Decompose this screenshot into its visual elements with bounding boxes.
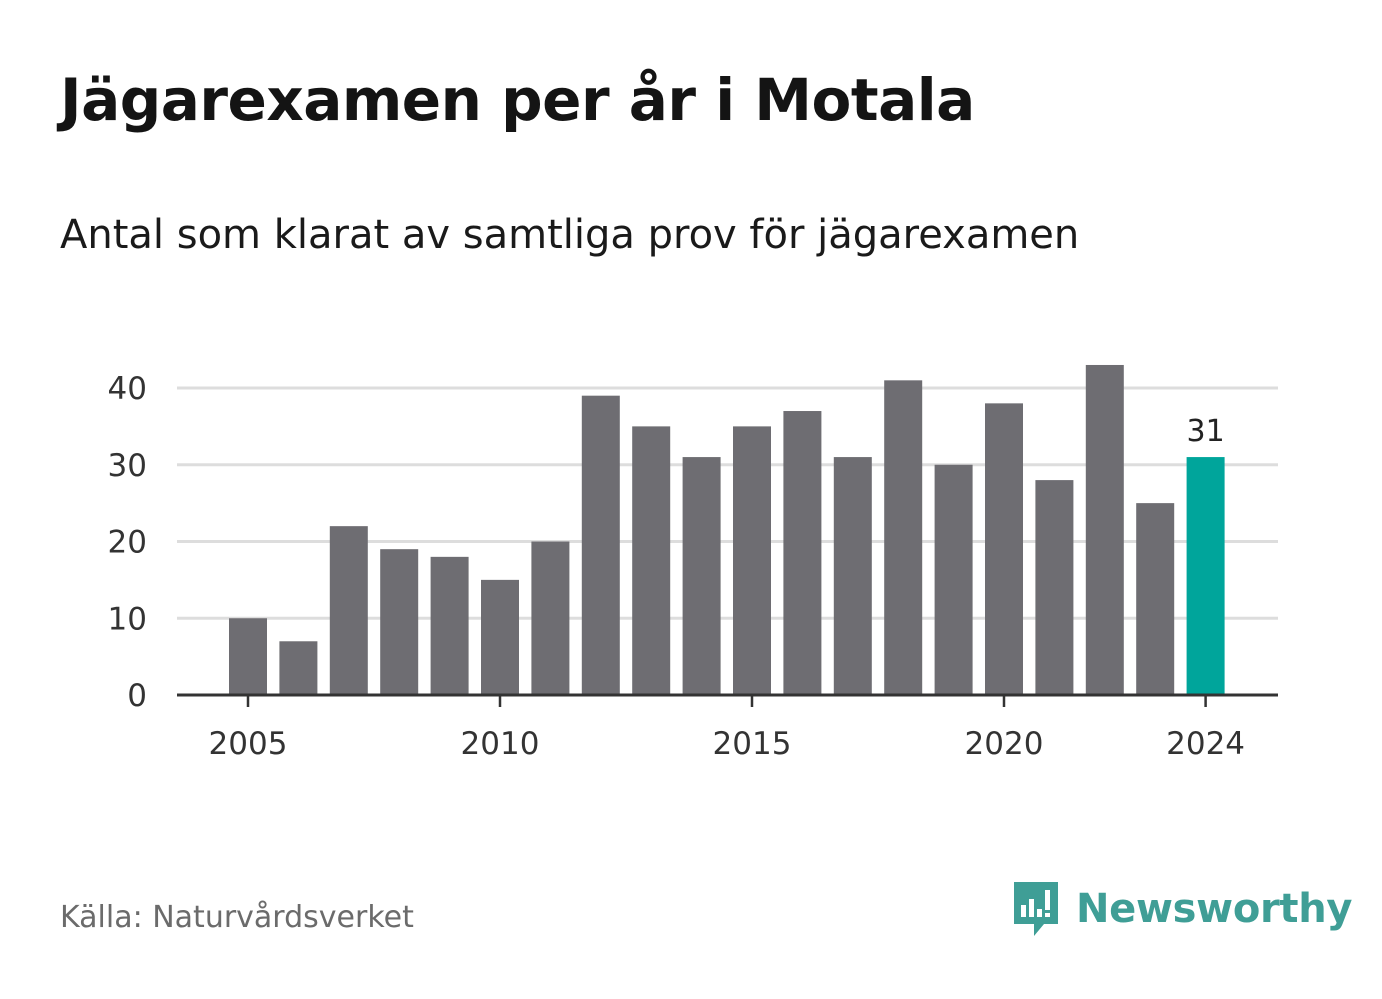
bar-2021 (1035, 480, 1074, 695)
bar-2014 (682, 457, 721, 695)
bar-2005 (229, 618, 267, 695)
bar-2008 (380, 549, 419, 695)
y-tick-label: 10 (108, 601, 147, 637)
bar-2011 (531, 541, 570, 695)
bar-2007 (329, 526, 368, 695)
newsworthy-logo-icon (1014, 882, 1058, 936)
bar-2017 (833, 457, 872, 695)
x-axis-ticks: 2005 2010 2015 2020 2024 (209, 695, 1245, 762)
x-tick-label: 2020 (965, 726, 1044, 762)
x-tick-label: 2015 (713, 726, 792, 762)
bar-2006 (279, 641, 318, 695)
y-tick-label: 0 (127, 678, 147, 714)
y-tick-label: 40 (108, 371, 147, 407)
bar-2020 (985, 403, 1023, 695)
bar-2019 (934, 464, 973, 695)
bar-2012 (581, 395, 620, 695)
bar-2023 (1136, 503, 1175, 695)
brand-name: Newsworthy (1076, 886, 1353, 932)
bar-2018 (884, 380, 923, 695)
chart-subtitle: Antal som klarat av samtliga prov för jä… (60, 212, 1080, 258)
source-note: Källa: Naturvårdsverket (60, 900, 414, 935)
y-axis-ticks: 0 10 20 30 40 (108, 371, 147, 714)
brand-logo: Newsworthy (1010, 878, 1353, 940)
data-label-2024: 31 (1187, 414, 1225, 449)
y-tick-label: 20 (108, 525, 147, 561)
bar-2016 (783, 411, 822, 695)
x-tick-label: 2005 (209, 726, 288, 762)
x-tick-label: 2024 (1166, 726, 1245, 762)
bar-2009 (430, 556, 469, 695)
bar-2024 (1186, 457, 1225, 695)
bar-2022 (1085, 364, 1124, 695)
bar-2015 (733, 426, 771, 695)
x-tick-label: 2010 (461, 726, 540, 762)
data-labels: 31 (1187, 414, 1225, 449)
chart-title: Jägarexamen per år i Motala (60, 66, 975, 134)
bar-2013 (632, 426, 671, 695)
y-tick-label: 30 (108, 448, 147, 484)
bars (229, 364, 1225, 695)
bar-2010 (481, 579, 519, 695)
